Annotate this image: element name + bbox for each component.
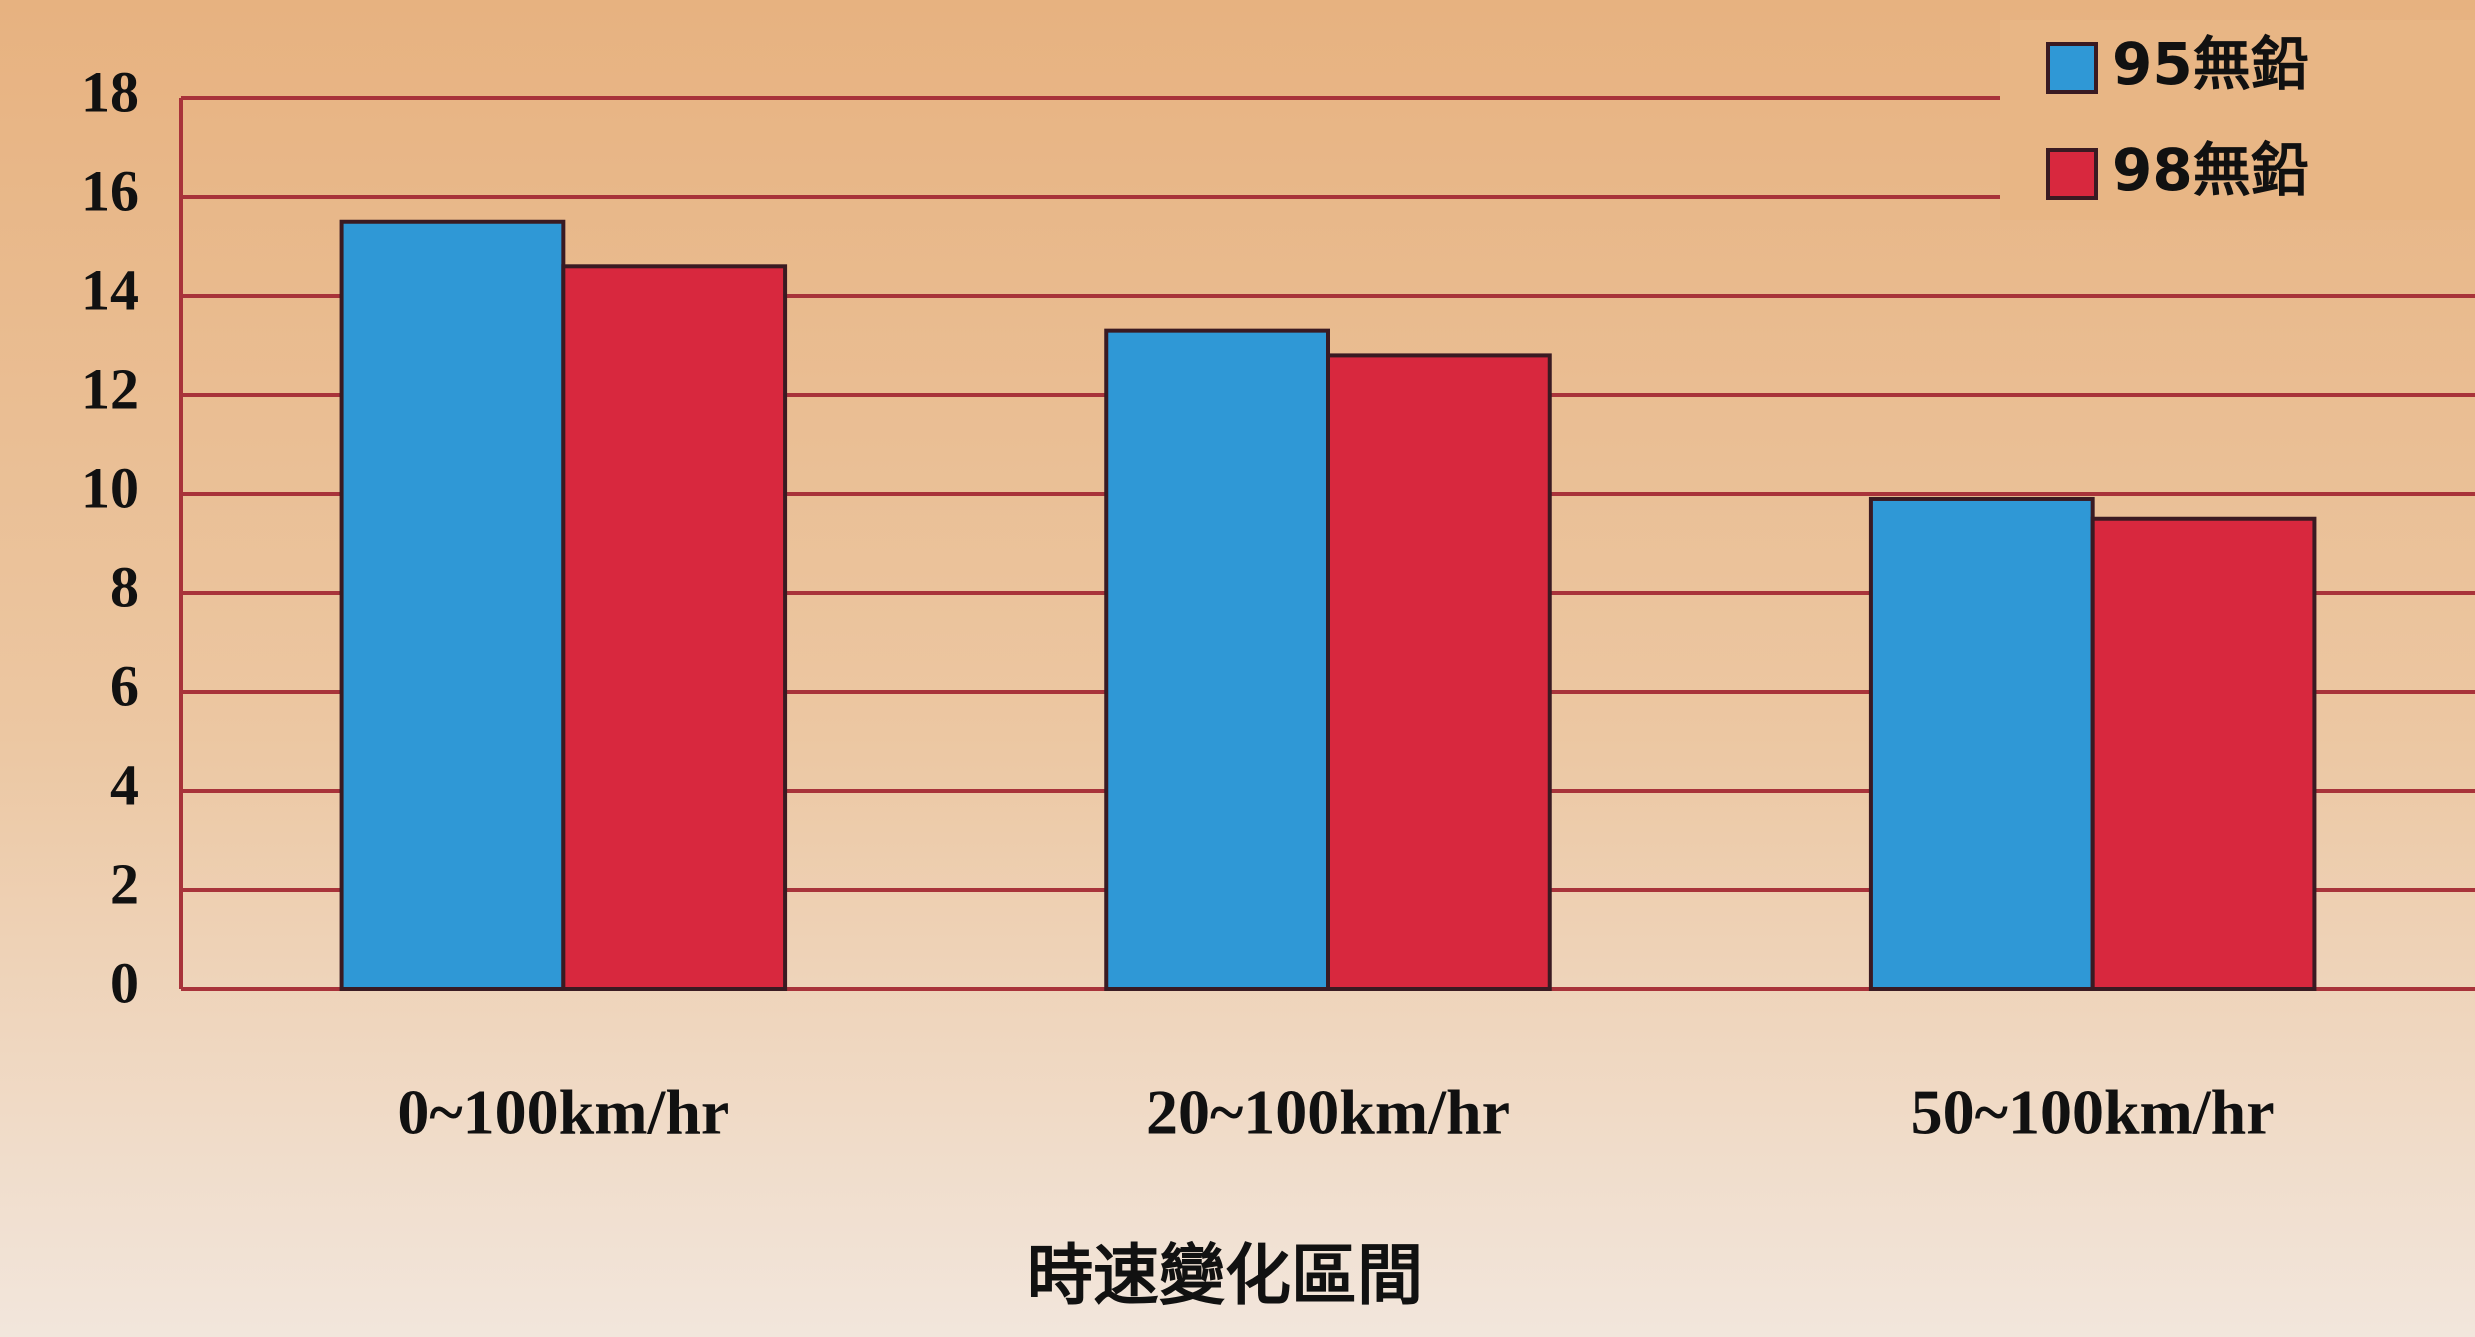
bar bbox=[561, 264, 788, 991]
bar bbox=[1326, 353, 1552, 991]
y-tick-label: 14 bbox=[81, 257, 139, 322]
bar bbox=[1104, 328, 1331, 991]
y-tick-label: 2 bbox=[110, 851, 139, 916]
legend-swatch bbox=[2046, 148, 2098, 200]
x-tick-label: 50~100km/hr bbox=[1911, 1077, 2275, 1148]
y-tick-label: 12 bbox=[81, 356, 139, 421]
y-tick-label: 16 bbox=[81, 158, 139, 223]
y-tick-label: 10 bbox=[81, 455, 139, 520]
legend-swatch bbox=[2046, 42, 2098, 94]
legend-label: 98無鉛 bbox=[2112, 136, 2309, 204]
x-axis-label: 時速變化區間 bbox=[1027, 1237, 1423, 1314]
y-tick-label: 0 bbox=[110, 950, 139, 1015]
y-tick-label: 8 bbox=[110, 554, 139, 619]
bar bbox=[339, 219, 566, 991]
y-tick-label: 4 bbox=[110, 752, 139, 817]
y-tick-label: 18 bbox=[81, 59, 139, 124]
x-tick-label: 20~100km/hr bbox=[1146, 1077, 1510, 1148]
y-tick-label: 6 bbox=[110, 653, 139, 718]
legend-label: 95無鉛 bbox=[2112, 30, 2309, 98]
bar bbox=[2090, 516, 2317, 991]
bar bbox=[1868, 496, 2095, 991]
x-tick-label: 0~100km/hr bbox=[397, 1077, 729, 1148]
